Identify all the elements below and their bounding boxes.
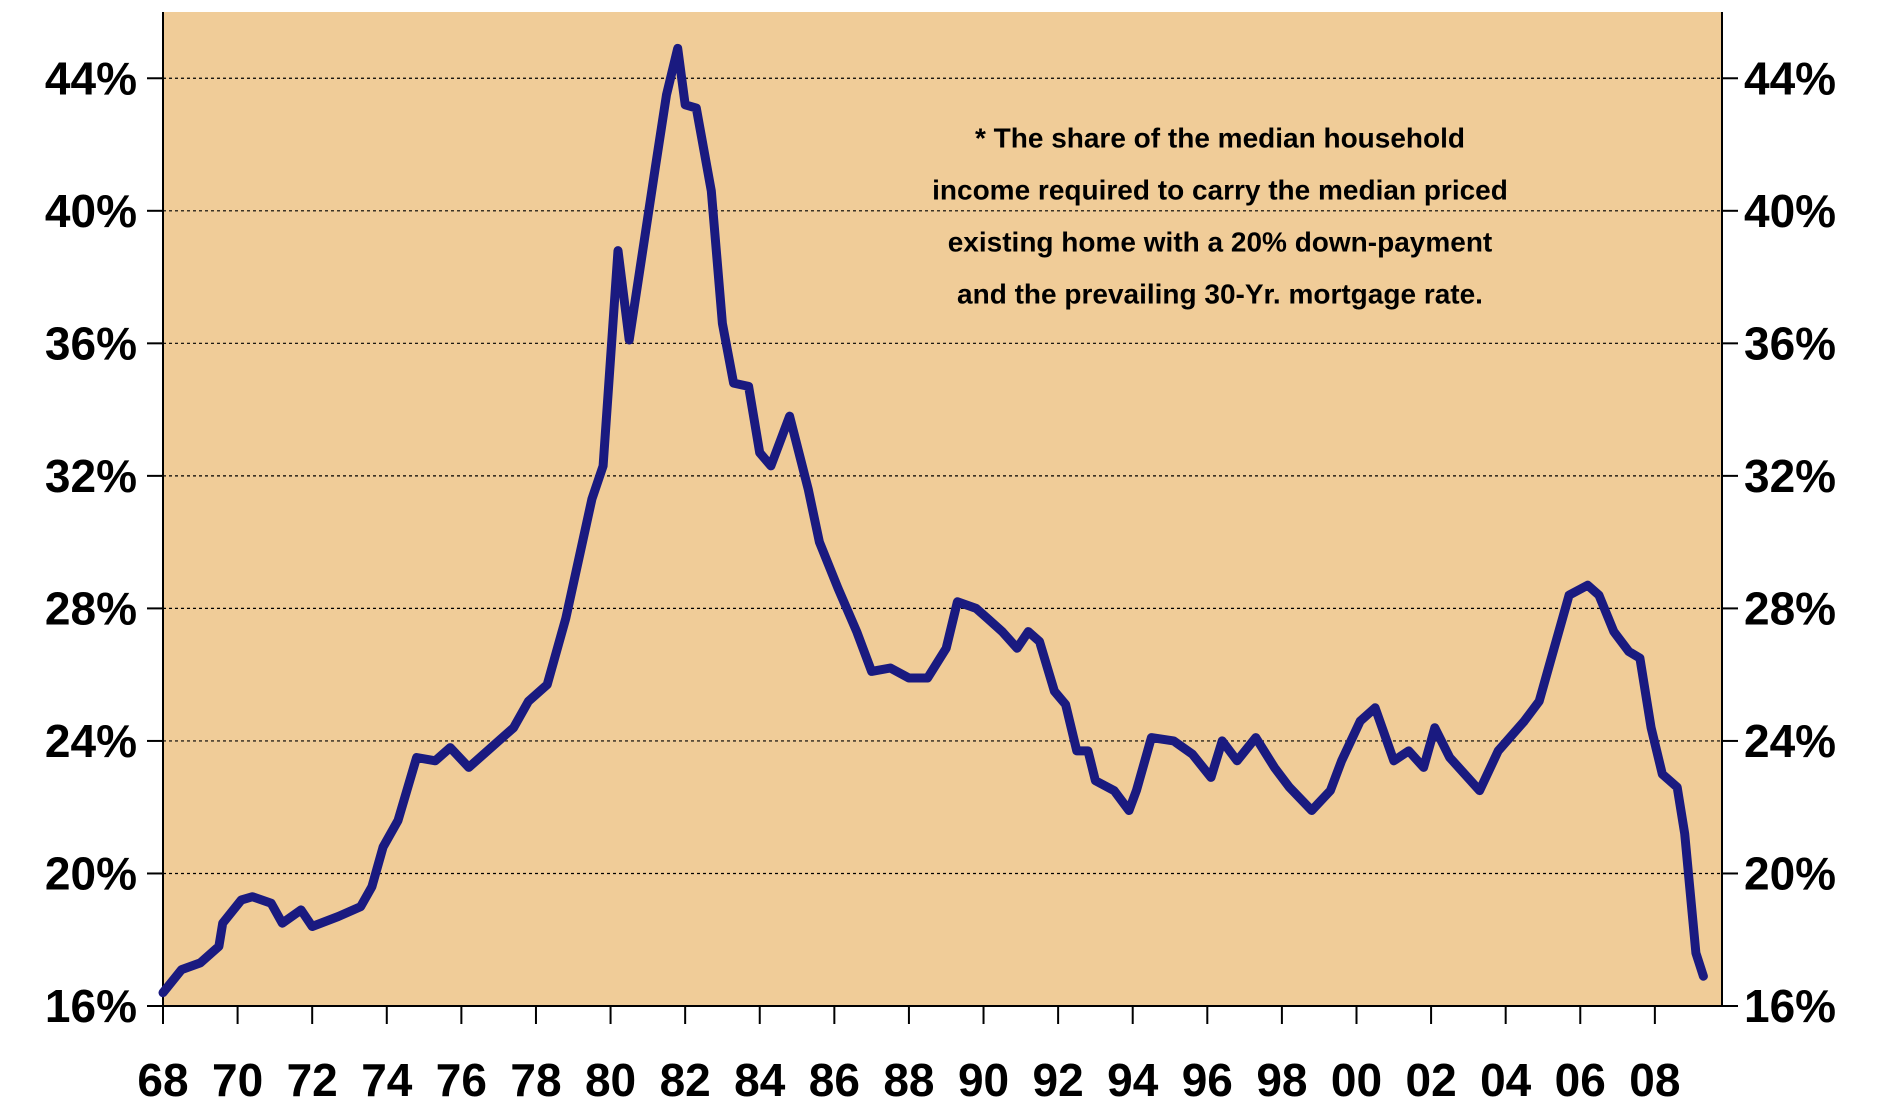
x-tick-label: 02 xyxy=(1406,1054,1457,1106)
x-tick-label: 96 xyxy=(1182,1054,1233,1106)
x-tick-label: 94 xyxy=(1107,1054,1159,1106)
x-tick-label: 90 xyxy=(958,1054,1009,1106)
x-tick-label: 68 xyxy=(137,1054,188,1106)
y2-tick-label: 36% xyxy=(1744,317,1836,369)
y-tick-label: 32% xyxy=(45,450,137,502)
x-tick-label: 92 xyxy=(1033,1054,1084,1106)
y-tick-label: 36% xyxy=(45,317,137,369)
x-tick-label: 86 xyxy=(809,1054,860,1106)
y2-tick-label: 40% xyxy=(1744,185,1836,237)
annotation: income required to carry the median pric… xyxy=(932,174,1508,205)
x-tick-label: 78 xyxy=(510,1054,561,1106)
y2-tick-label: 24% xyxy=(1744,715,1836,767)
plot-background xyxy=(163,12,1722,1006)
y2-tick-label: 44% xyxy=(1744,52,1836,104)
data-line xyxy=(158,43,1708,998)
annotation: * The share of the median household xyxy=(975,122,1465,153)
y-tick-label: 16% xyxy=(45,980,137,1032)
y2-tick-label: 20% xyxy=(1744,848,1836,900)
x-tick-label: 70 xyxy=(212,1054,263,1106)
x-tick-label: 80 xyxy=(585,1054,636,1106)
x-tick-label: 98 xyxy=(1256,1054,1307,1106)
x-tick-label: 72 xyxy=(287,1054,338,1106)
y2-tick-label: 28% xyxy=(1744,583,1836,635)
x-tick-label: 84 xyxy=(734,1054,786,1106)
x-tick-label: 00 xyxy=(1331,1054,1382,1106)
x-tick-label: 76 xyxy=(436,1054,487,1106)
x-tick-label: 88 xyxy=(883,1054,934,1106)
x-tick-label: 74 xyxy=(361,1054,413,1106)
y-tick-label: 40% xyxy=(45,185,137,237)
annotation: existing home with a 20% down-payment xyxy=(948,226,1493,257)
y2-tick-label: 16% xyxy=(1744,980,1836,1032)
y2-tick-label: 32% xyxy=(1744,450,1836,502)
y-tick-label: 44% xyxy=(45,52,137,104)
x-tick-label: 04 xyxy=(1480,1054,1532,1106)
x-tick-label: 06 xyxy=(1555,1054,1606,1106)
y-tick-label: 24% xyxy=(45,715,137,767)
x-tick-label: 82 xyxy=(660,1054,711,1106)
y-tick-label: 20% xyxy=(45,848,137,900)
y-tick-label: 28% xyxy=(45,583,137,635)
annotation: and the prevailing 30-Yr. mortgage rate. xyxy=(957,278,1483,309)
x-tick-label: 08 xyxy=(1629,1054,1680,1106)
